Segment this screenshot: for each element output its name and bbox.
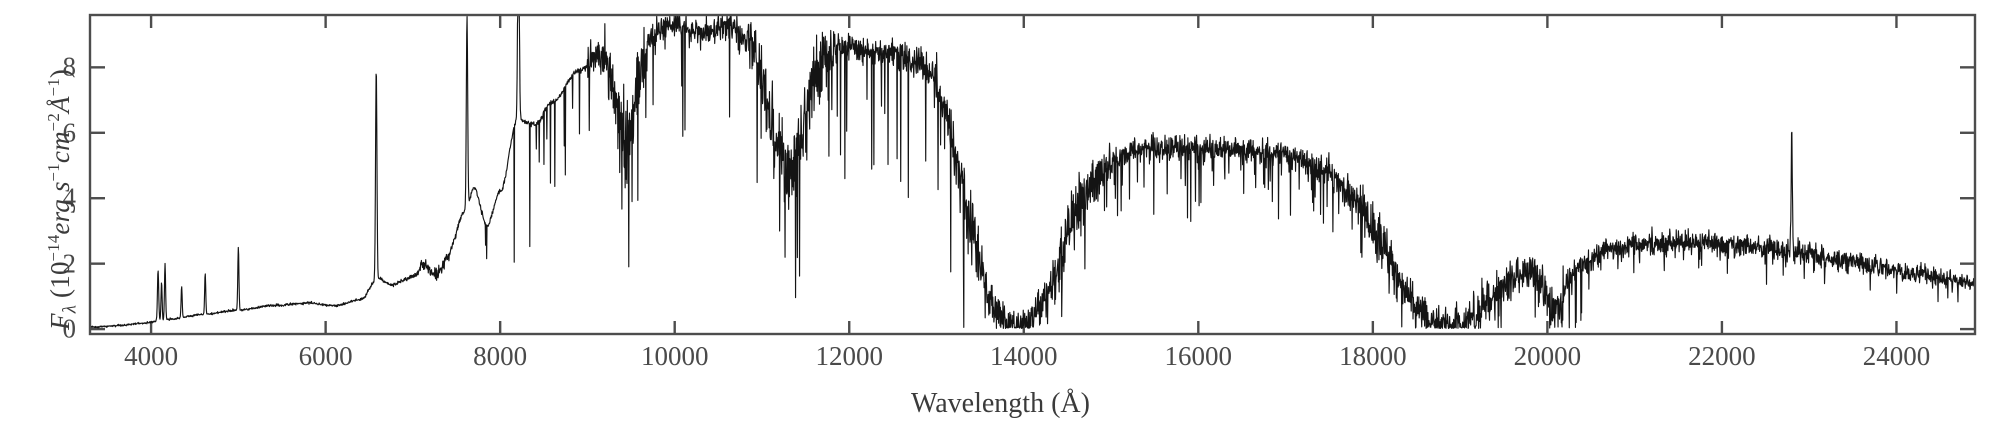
y-tick-label: 8 — [62, 51, 77, 82]
x-tick-label: 20000 — [1513, 341, 1582, 371]
x-tick-label: 14000 — [990, 341, 1058, 371]
y-tick-label: 0 — [62, 313, 77, 344]
y-axis-title: Fλ (10−14erg s−1cm−2Å−1) — [44, 68, 81, 330]
x-axis-title: Wavelength (Å) — [911, 388, 1090, 419]
y-tick-label: 6 — [62, 117, 77, 148]
x-tick-label: 16000 — [1164, 341, 1233, 371]
axis-ticks — [90, 15, 1975, 334]
x-tick-label: 8000 — [473, 341, 528, 371]
x-tick-label: 24000 — [1862, 341, 1931, 371]
x-tick-label: 22000 — [1688, 341, 1756, 371]
x-tick-label: 12000 — [815, 341, 883, 371]
x-tick-label: 6000 — [298, 341, 353, 371]
x-tick-label: 18000 — [1339, 341, 1407, 371]
y-tick-label: 4 — [62, 182, 77, 213]
y-tick-label: 2 — [62, 248, 77, 279]
spectrum-line — [89, 14, 1976, 330]
x-tick-label: 10000 — [640, 341, 709, 371]
axes-frame — [88, 13, 1977, 336]
y-axis-title-symbol: F — [45, 313, 75, 330]
y-axis-title-units: (10−14erg s−1cm−2Å−1) — [44, 68, 75, 298]
x-tick-label: 4000 — [124, 341, 179, 371]
